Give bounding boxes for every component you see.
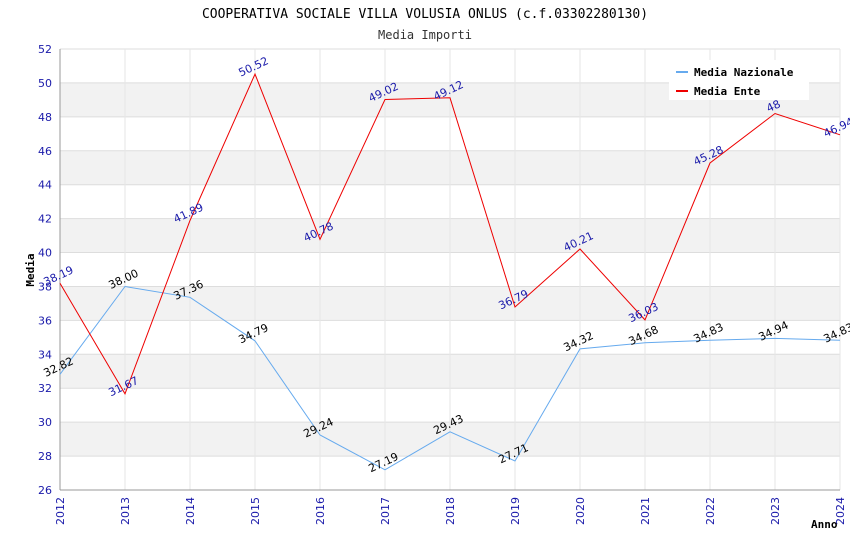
x-tick-label: 2015 — [249, 497, 262, 525]
x-axis: 2012 2013 2014 2015 2016 2017 2018 2019 2020 2021… — [54, 489, 847, 525]
y-tick-label: 38 — [38, 280, 52, 293]
y-tick-label: 40 — [38, 247, 52, 260]
y-tick-label: 48 — [38, 111, 52, 124]
x-tick-label: 2024 — [834, 497, 847, 525]
data-label-nazionale: 34.83 — [691, 321, 725, 346]
y-tick-label: 52 — [38, 43, 52, 56]
y-tick-label: 32 — [38, 382, 52, 395]
x-tick-label: 2019 — [509, 497, 522, 525]
data-label-ente: 38.19 — [41, 264, 75, 289]
data-label-nazionale: 34.83 — [821, 321, 850, 346]
x-tick-label: 2018 — [444, 497, 457, 525]
y-axis-label: Media — [24, 253, 37, 286]
legend-label: Media Ente — [694, 85, 761, 98]
data-label-nazionale: 34.79 — [236, 321, 270, 346]
y-tick-label: 46 — [38, 145, 52, 158]
chart-title: COOPERATIVA SOCIALE VILLA VOLUSIA ONLUS … — [202, 7, 648, 22]
data-label-ente: 50.52 — [236, 54, 270, 79]
y-tick-label: 34 — [38, 348, 52, 361]
x-tick-label: 2017 — [379, 497, 392, 525]
x-tick-label: 2021 — [639, 497, 652, 525]
series-layer — [59, 72, 841, 471]
x-tick-label: 2022 — [704, 497, 717, 525]
y-tick-label: 26 — [38, 484, 52, 497]
chart-subtitle: Media Importi — [378, 28, 472, 42]
data-label-ente: 48 — [764, 97, 782, 115]
x-tick-label: 2016 — [314, 497, 327, 525]
y-tick-label: 44 — [38, 179, 52, 192]
x-axis-label: Anno — [811, 518, 838, 531]
data-label-nazionale: 34.68 — [626, 323, 660, 348]
legend: Media Nazionale Media Ente — [669, 60, 809, 100]
data-label-ente: 46.94 — [821, 115, 850, 140]
y-tick-label: 42 — [38, 213, 52, 226]
data-label-nazionale: 34.94 — [756, 319, 790, 344]
y-axis: 26 28 30 32 34 36 38 40 42 44 46 48 50 52 — [38, 43, 61, 497]
y-tick-label: 36 — [38, 314, 52, 327]
y-tick-label: 50 — [38, 77, 52, 90]
x-tick-label: 2020 — [574, 497, 587, 525]
legend-label: Media Nazionale — [694, 66, 794, 79]
legend-box — [669, 60, 809, 100]
x-tick-label: 2023 — [769, 497, 782, 525]
x-tick-label: 2012 — [54, 497, 67, 525]
series-line-media-nazionale — [59, 285, 841, 471]
y-tick-label: 28 — [38, 450, 52, 463]
series-line-media-ente — [59, 72, 841, 395]
x-tick-label: 2014 — [184, 497, 197, 525]
x-tick-label: 2013 — [119, 497, 132, 525]
y-tick-label: 30 — [38, 416, 52, 429]
